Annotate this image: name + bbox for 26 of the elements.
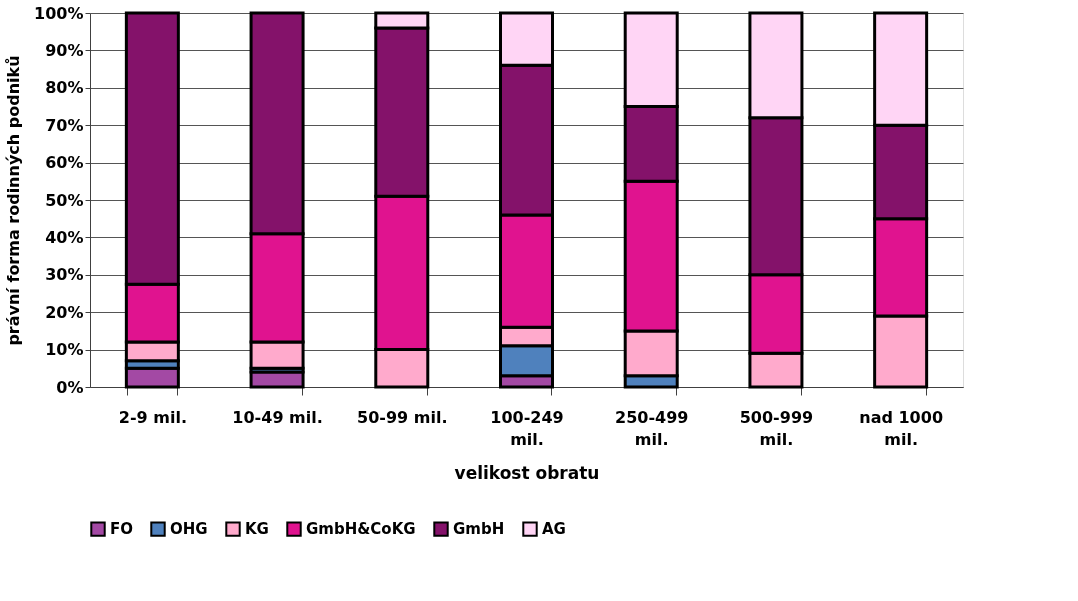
x-tick-label: nad 1000 mil. xyxy=(859,407,944,449)
y-tick-label: 10% xyxy=(45,340,84,360)
y-tick-label: 100% xyxy=(34,3,84,23)
y-tick-label: 20% xyxy=(45,302,84,322)
x-tick-label: 500-999 mil. xyxy=(739,407,814,449)
x-tick-label: 50-99 mil. xyxy=(357,407,448,427)
legend-label: FO xyxy=(110,520,133,539)
y-tick-label: 80% xyxy=(45,78,84,98)
y-axis-title: právní forma rodinných podniků xyxy=(4,55,24,346)
y-tick-label: 70% xyxy=(45,115,84,135)
x-tick-label: 100-249 mil. xyxy=(490,407,564,449)
x-tick-label: 10-49 mil. xyxy=(232,407,323,427)
legend-label: GmbH xyxy=(453,520,505,539)
y-tick-label: 0% xyxy=(56,377,84,397)
legend-label: GmbH&CoKG xyxy=(306,520,416,539)
y-tick-label: 60% xyxy=(45,153,84,173)
legend-label: OHG xyxy=(170,520,208,539)
legend-label: KG xyxy=(245,520,269,539)
y-tick-label: 30% xyxy=(45,265,84,285)
x-tick-label: 250-499 mil. xyxy=(615,407,689,449)
y-tick-label: 50% xyxy=(45,190,84,210)
y-tick-label: 90% xyxy=(45,40,84,60)
x-axis-title: velikost obratu xyxy=(454,462,600,483)
y-tick-label: 40% xyxy=(45,227,84,247)
legend-label: AG xyxy=(542,520,566,539)
x-tick-label: 2-9 mil. xyxy=(118,407,187,427)
